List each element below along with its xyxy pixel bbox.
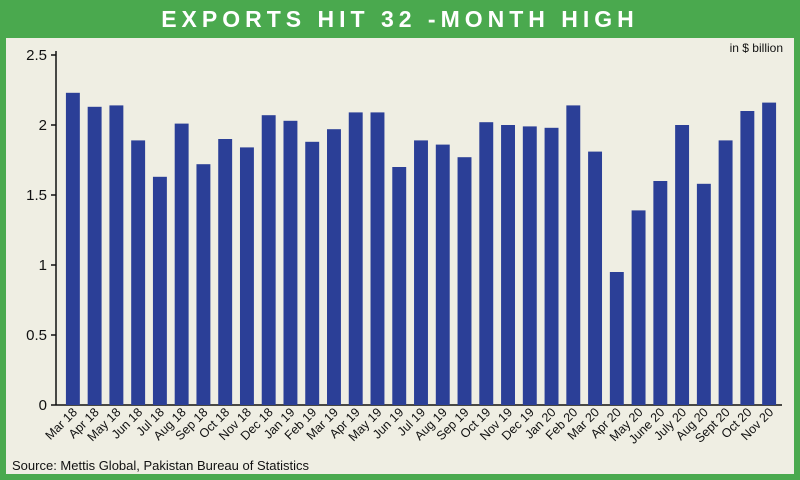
y-tick-label: 2 — [39, 117, 47, 134]
bar — [588, 151, 603, 405]
bar — [65, 92, 80, 406]
bar-series — [65, 92, 777, 406]
bar — [239, 147, 254, 405]
bar — [370, 112, 385, 406]
bar — [327, 129, 341, 405]
bar — [435, 144, 450, 405]
bar — [740, 111, 755, 405]
bar — [479, 122, 494, 405]
bar — [348, 112, 363, 406]
unit-note: in $ billion — [730, 41, 783, 55]
bar — [566, 105, 581, 406]
bar — [414, 140, 428, 405]
bar — [218, 139, 233, 405]
source-note: Source: Mettis Global, Pakistan Bureau o… — [12, 458, 309, 473]
chart-title-bar: EXPORTS HIT 32 -MONTH HIGH — [0, 0, 800, 38]
y-tick-label: 1 — [39, 257, 47, 274]
y-axis-ticks: 0 0.5 1 1.5 2 2.5 — [26, 47, 56, 414]
bar — [174, 123, 189, 405]
y-tick-label: 0.5 — [26, 327, 47, 344]
bar — [196, 164, 211, 405]
bar — [522, 126, 537, 406]
bar — [718, 140, 733, 405]
y-tick-label: 2.5 — [26, 47, 47, 64]
bar — [87, 106, 102, 406]
bar — [392, 167, 407, 405]
bar — [261, 115, 276, 405]
bar — [696, 183, 711, 405]
y-tick-label: 0 — [39, 397, 47, 414]
bar — [675, 125, 690, 405]
bar — [653, 181, 668, 405]
bar — [283, 120, 298, 406]
bar — [609, 272, 624, 405]
bar — [544, 127, 559, 406]
bar — [109, 105, 124, 406]
bar — [762, 102, 777, 405]
bar — [152, 176, 167, 405]
bar — [131, 140, 146, 405]
bar — [457, 157, 472, 405]
bar — [631, 210, 646, 405]
bar — [501, 125, 515, 405]
bar — [305, 141, 320, 406]
chart-title: EXPORTS HIT 32 -MONTH HIGH — [161, 5, 639, 32]
y-tick-label: 1.5 — [26, 187, 47, 204]
